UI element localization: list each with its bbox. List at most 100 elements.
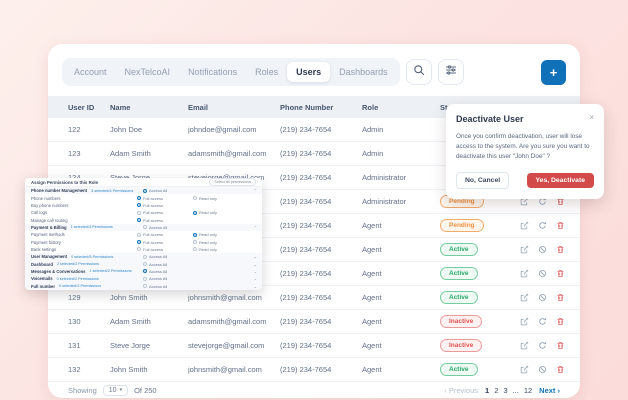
name-link[interactable]: Steve Jorge bbox=[110, 341, 151, 350]
block-icon[interactable] bbox=[538, 269, 547, 278]
user-id-link[interactable]: 124 bbox=[68, 173, 110, 182]
selected-permissions-link[interactable]: 2 selected/2 Permissions bbox=[56, 262, 100, 267]
refresh-icon[interactable] bbox=[538, 317, 547, 326]
edit-icon[interactable] bbox=[520, 317, 529, 326]
role-link[interactable]: Administrator bbox=[362, 173, 407, 182]
full-access-radio[interactable] bbox=[137, 218, 141, 223]
access-all-radio[interactable] bbox=[143, 262, 147, 267]
full-access-option[interactable]: Full access bbox=[137, 203, 163, 208]
user-id-link[interactable]: 131 bbox=[68, 341, 81, 350]
access-all-option[interactable]: Access All bbox=[143, 262, 167, 267]
selected-permissions-link[interactable]: 0 selected/5 Permissions bbox=[71, 254, 114, 259]
full-access-radio[interactable] bbox=[137, 203, 141, 208]
phone-link[interactable]: (219) 234-7654 bbox=[280, 125, 332, 134]
edit-icon[interactable] bbox=[520, 269, 529, 278]
delete-icon[interactable] bbox=[556, 317, 565, 326]
delete-icon[interactable] bbox=[556, 365, 565, 374]
edit-icon[interactable] bbox=[520, 221, 529, 230]
access-all-option[interactable]: Access All bbox=[143, 225, 167, 230]
next-page-button[interactable]: Next › bbox=[539, 385, 560, 395]
chevron-down-icon[interactable]: ⌄ bbox=[253, 268, 257, 274]
access-all-option[interactable]: Access All bbox=[143, 284, 167, 289]
access-all-radio[interactable] bbox=[143, 254, 147, 259]
name-link[interactable]: Steve Jorge bbox=[110, 173, 188, 182]
access-all-radio[interactable] bbox=[143, 225, 147, 230]
read-only-radio[interactable] bbox=[193, 210, 197, 215]
chevron-down-icon[interactable]: ⌄ bbox=[253, 276, 257, 282]
phone-link[interactable]: (219) 234-7654 bbox=[280, 221, 332, 230]
read-only-option[interactable]: Read only bbox=[193, 247, 217, 252]
phone-link[interactable]: (219) 234-7654 bbox=[280, 197, 332, 206]
phone-link[interactable]: (219) 234-7654 bbox=[280, 245, 332, 254]
delete-icon[interactable] bbox=[556, 293, 565, 302]
access-all-radio[interactable] bbox=[143, 276, 147, 281]
name-link[interactable]: Adam Smith bbox=[110, 149, 151, 158]
selected-permissions-link[interactable]: 0 selected/2 Permissions bbox=[56, 276, 99, 281]
full-access-option[interactable]: Full access bbox=[137, 218, 163, 223]
full-access-option[interactable]: Full access bbox=[137, 232, 163, 237]
phone-link[interactable]: (219) 234-7654 bbox=[280, 149, 332, 158]
read-only-radio[interactable] bbox=[193, 240, 197, 245]
tab-notifications[interactable]: Notifications bbox=[188, 67, 238, 77]
refresh-icon[interactable] bbox=[538, 341, 547, 350]
name-link[interactable]: Adam Smith bbox=[110, 317, 151, 326]
role-link[interactable]: Agent bbox=[362, 365, 382, 374]
read-only-radio[interactable] bbox=[193, 247, 197, 252]
name-link[interactable]: John Doe bbox=[110, 125, 143, 134]
read-only-radio[interactable] bbox=[193, 196, 197, 201]
access-all-option[interactable]: Access All bbox=[143, 188, 167, 193]
page-1[interactable]: 1 bbox=[485, 385, 490, 395]
edit-icon[interactable] bbox=[520, 341, 529, 350]
user-id-link[interactable]: 129 bbox=[68, 293, 81, 302]
phone-link[interactable]: (219) 234-7654 bbox=[280, 365, 332, 374]
delete-icon[interactable] bbox=[556, 221, 565, 230]
edit-icon[interactable] bbox=[520, 245, 529, 254]
name-link[interactable]: John Smith bbox=[110, 365, 148, 374]
block-icon[interactable] bbox=[538, 293, 547, 302]
full-access-option[interactable]: Full access bbox=[137, 210, 163, 215]
add-user-button[interactable]: + bbox=[541, 59, 566, 85]
delete-icon[interactable] bbox=[556, 341, 565, 350]
full-access-radio[interactable] bbox=[137, 232, 141, 237]
phone-link[interactable]: (219) 234-7654 bbox=[280, 341, 332, 350]
page-size-select[interactable]: 10 ▾ bbox=[102, 384, 129, 396]
phone-link[interactable]: (219) 234-7654 bbox=[280, 293, 332, 302]
name-link[interactable]: John Smith bbox=[110, 293, 148, 302]
tab-users[interactable]: Users bbox=[287, 62, 331, 82]
chevron-down-icon[interactable]: ⌄ bbox=[253, 254, 257, 260]
chevron-down-icon[interactable]: ⌄ bbox=[253, 261, 257, 267]
full-access-radio[interactable] bbox=[137, 210, 141, 215]
role-link[interactable]: Agent bbox=[362, 221, 382, 230]
close-icon[interactable]: × bbox=[589, 113, 594, 122]
tab-account[interactable]: Account bbox=[74, 67, 107, 77]
access-all-radio[interactable] bbox=[143, 284, 147, 289]
role-link[interactable]: Agent bbox=[362, 317, 382, 326]
role-link[interactable]: Administrator bbox=[362, 197, 407, 206]
full-access-option[interactable]: Full access bbox=[137, 247, 163, 252]
full-access-radio[interactable] bbox=[137, 247, 141, 252]
phone-link[interactable]: (219) 234-7654 bbox=[280, 317, 332, 326]
user-id-link[interactable]: 130 bbox=[68, 317, 81, 326]
tab-roles[interactable]: Roles bbox=[255, 67, 279, 77]
user-id-link[interactable]: 123 bbox=[68, 149, 81, 158]
email-link[interactable]: adamsmith@gmail.com bbox=[188, 317, 267, 326]
page-2[interactable]: 2 bbox=[494, 385, 499, 395]
phone-link[interactable]: (219) 234-7654 bbox=[280, 173, 332, 182]
tab-dashboards[interactable]: Dashboards bbox=[339, 67, 388, 77]
selected-permissions-link[interactable]: 1 selected/2 Permissions bbox=[89, 269, 132, 274]
email-link[interactable]: stevejorge@gmail.com bbox=[188, 173, 280, 182]
full-access-radio[interactable] bbox=[137, 240, 141, 245]
selected-permissions-link[interactable]: 0 selected/2 Permissions bbox=[58, 284, 102, 289]
role-link[interactable]: Agent bbox=[362, 341, 382, 350]
user-id-link[interactable]: 132 bbox=[68, 365, 81, 374]
access-all-option[interactable]: Access All bbox=[143, 254, 167, 259]
user-id-link[interactable]: 122 bbox=[68, 125, 81, 134]
role-link[interactable]: Agent bbox=[362, 269, 382, 278]
filter-button[interactable] bbox=[437, 59, 464, 85]
email-link[interactable]: johndoe@gmail.com bbox=[188, 125, 257, 134]
email-link[interactable]: stevejorge@gmail.com bbox=[188, 341, 265, 350]
phone-link[interactable]: (219) 234-7654 bbox=[280, 269, 332, 278]
access-all-radio[interactable] bbox=[143, 188, 147, 193]
delete-icon[interactable] bbox=[556, 269, 565, 278]
read-only-option[interactable]: Read only bbox=[193, 196, 217, 201]
